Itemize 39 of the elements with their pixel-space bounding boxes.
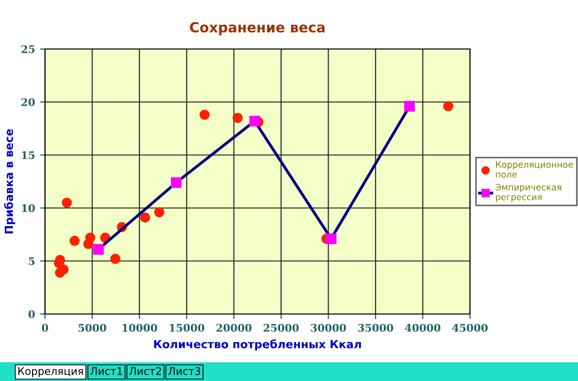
x-axis-title: Количество потребленных Ккал <box>154 339 361 350</box>
point <box>326 233 337 244</box>
text: Лист2 <box>129 367 161 376</box>
point <box>443 101 454 112</box>
y-axis-title: Прибавка в весе <box>4 129 16 234</box>
x-tick-label: 35000 <box>358 324 394 332</box>
point <box>62 198 72 208</box>
legend-label: Эмпирическая регрессия <box>496 184 562 202</box>
x-tick-label: 25000 <box>264 324 299 332</box>
point <box>70 236 80 246</box>
point <box>232 112 243 123</box>
y-tick-label: 10 <box>22 204 35 212</box>
point <box>154 207 164 218</box>
x-tick-label: 45000 <box>452 324 488 332</box>
text: Лист1 <box>90 367 122 376</box>
x-tick-label: 0 <box>42 324 48 332</box>
point <box>249 116 260 126</box>
point <box>404 100 415 112</box>
point <box>110 254 120 264</box>
x-tick-label: 10000 <box>122 324 158 332</box>
point <box>200 110 210 120</box>
text: Лист3 <box>168 367 200 376</box>
y-tick-label: 15 <box>22 151 34 160</box>
x-tick-label: 5000 <box>78 324 106 332</box>
chart-title: Сохранение веса <box>190 22 325 36</box>
x-tick-label: 30000 <box>310 324 346 332</box>
point <box>85 232 96 243</box>
text: Корреляция <box>18 367 83 378</box>
x-tick-label: 20000 <box>216 324 252 332</box>
point <box>170 177 182 188</box>
y-tick-label: 25 <box>21 45 34 54</box>
x-tick-label: 15000 <box>170 324 204 332</box>
y-tick-label: 20 <box>21 98 35 106</box>
x-tick-label: 40000 <box>405 324 440 332</box>
point <box>93 244 104 255</box>
legend-label: Корреляционное поле <box>496 161 573 178</box>
y-tick-label: 5 <box>28 257 34 266</box>
y-tick-label: 0 <box>28 310 35 318</box>
point <box>140 212 150 223</box>
